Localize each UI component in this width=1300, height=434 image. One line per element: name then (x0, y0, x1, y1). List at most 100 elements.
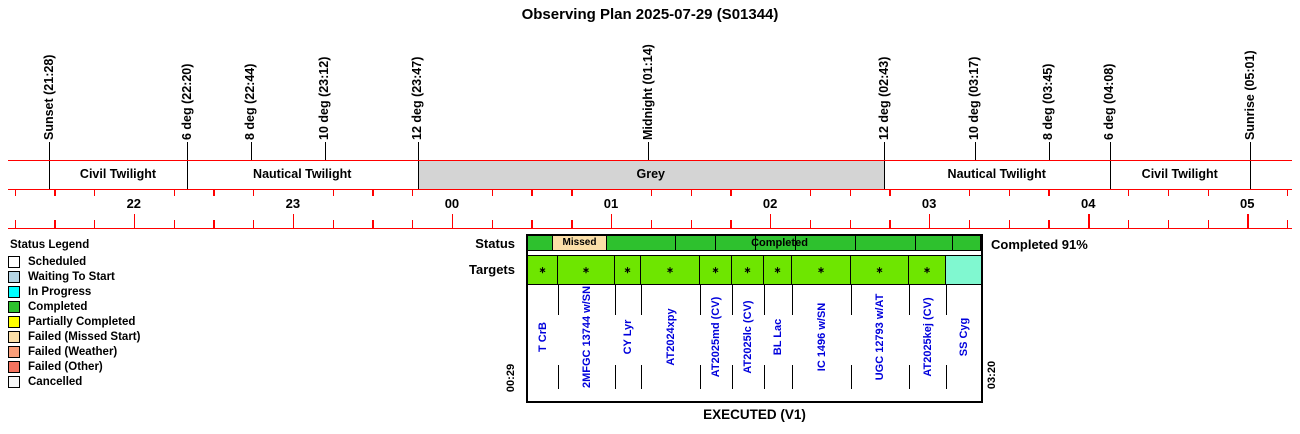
legend-item: Partially Completed (8, 315, 135, 328)
quarter-tick (332, 219, 334, 228)
status-bar: Missed Completed (528, 236, 981, 251)
quarter-tick (54, 219, 56, 228)
target-cell: ∗ (700, 256, 732, 284)
cell-divider-stub (700, 365, 702, 389)
target-cell: ∗ (615, 256, 641, 284)
legend-swatch (8, 300, 20, 313)
target-cell: ∗ (851, 256, 909, 284)
grey-band-fill (417, 160, 884, 189)
event-tick (187, 142, 189, 160)
cell-divider-stub (792, 285, 794, 315)
band-label: Nautical Twilight (253, 167, 352, 181)
target-cell: ∗ (764, 256, 792, 284)
target-name: UGC 12793 w/AT (874, 293, 886, 381)
event-tick (250, 142, 252, 160)
cell-divider-stub (558, 365, 560, 389)
event-tick (1250, 142, 1252, 160)
band-label: Civil Twilight (1141, 167, 1218, 181)
event-label: Sunrise (05:01) (1242, 50, 1257, 140)
target-name: BL Lac (772, 318, 784, 356)
quarter-tick (1048, 219, 1050, 228)
twilight-band-top-line (8, 159, 1292, 161)
cell-divider-stub (764, 285, 766, 315)
hour-label: 23 (285, 196, 301, 211)
quarter-tick (849, 219, 851, 228)
quarter-tick (54, 190, 56, 196)
cell-divider-stub (946, 365, 948, 389)
quarter-tick (1008, 190, 1010, 196)
quarter-tick (14, 190, 16, 196)
legend-swatch (8, 361, 20, 374)
quarter-tick (412, 219, 414, 228)
executed-caption: EXECUTED (V1) (703, 407, 806, 422)
quarter-tick (690, 190, 692, 196)
band-boundary-line (187, 160, 189, 189)
legend-item-label: Failed (Weather) (28, 346, 118, 359)
quarter-tick (253, 219, 255, 228)
target-cell: ∗ (641, 256, 700, 284)
target-marker: ∗ (817, 264, 825, 275)
quarter-tick (332, 190, 334, 196)
target-cell: ∗ (558, 256, 615, 284)
quarter-tick (14, 219, 16, 228)
quarter-tick (571, 219, 573, 228)
status-segment (528, 236, 553, 250)
event-label: 12 deg (02:43) (876, 56, 891, 140)
band-boundary-line (49, 160, 51, 189)
cell-divider-stub (764, 365, 766, 389)
target-cell: ∗ (528, 256, 558, 284)
hour-tick (1088, 214, 1090, 228)
status-segment (756, 236, 796, 250)
target-name: CY Lyr (622, 319, 634, 355)
event-label: 10 deg (03:17) (967, 56, 981, 140)
legend-item-label: Partially Completed (28, 315, 136, 328)
quarter-tick (1127, 219, 1130, 228)
target-name: SS Cyg (957, 317, 970, 357)
quarter-tick (1127, 190, 1130, 196)
quarter-tick (173, 190, 175, 196)
quarter-tick (1167, 219, 1170, 228)
page-title: Observing Plan 2025-07-29 (S01344) (521, 6, 779, 23)
cell-divider-stub (641, 285, 643, 315)
legend-swatch (8, 270, 20, 283)
cell-divider-stub (851, 365, 853, 389)
status-segment (916, 236, 953, 250)
start-time-label: 00:29 (505, 363, 517, 393)
quarter-tick (809, 190, 812, 196)
event-tick (1048, 142, 1050, 160)
hour-tick (451, 214, 454, 228)
hour-tick (770, 214, 772, 228)
quarter-tick (412, 190, 414, 196)
cell-divider-stub (700, 285, 702, 315)
quarter-tick (94, 190, 96, 196)
target-name: 2MFGC 13744 w/SN (580, 285, 593, 389)
quarter-tick (730, 190, 732, 196)
quarter-tick (253, 190, 255, 196)
hour-label: 22 (126, 196, 142, 211)
legend-swatch (8, 285, 20, 298)
legend-item-label: Waiting To Start (28, 270, 115, 283)
legend-item-label: Scheduled (28, 255, 87, 268)
quarter-tick (491, 190, 493, 196)
cell-divider-stub (732, 285, 734, 315)
quarter-tick (94, 219, 96, 228)
legend-item-label: Completed (28, 300, 88, 313)
hour-label: 04 (1080, 196, 1096, 211)
cell-divider-stub (558, 285, 560, 315)
event-label: 6 deg (04:08) (1102, 63, 1116, 140)
legend-item-label: Failed (Missed Start) (28, 331, 141, 343)
cell-divider-stub (909, 285, 911, 315)
status-segment (953, 236, 981, 250)
event-label: 8 deg (22:44) (243, 63, 257, 140)
band-label: Civil Twilight (79, 167, 157, 181)
event-tick (1109, 142, 1111, 160)
band-boundary-line (884, 160, 886, 189)
band-boundary-line (1109, 160, 1111, 189)
event-tick (417, 142, 419, 160)
legend-swatch (8, 315, 20, 328)
quarter-tick (968, 219, 971, 228)
status-segment (856, 236, 916, 250)
hour-tick (292, 214, 295, 228)
quarter-tick (650, 190, 653, 196)
